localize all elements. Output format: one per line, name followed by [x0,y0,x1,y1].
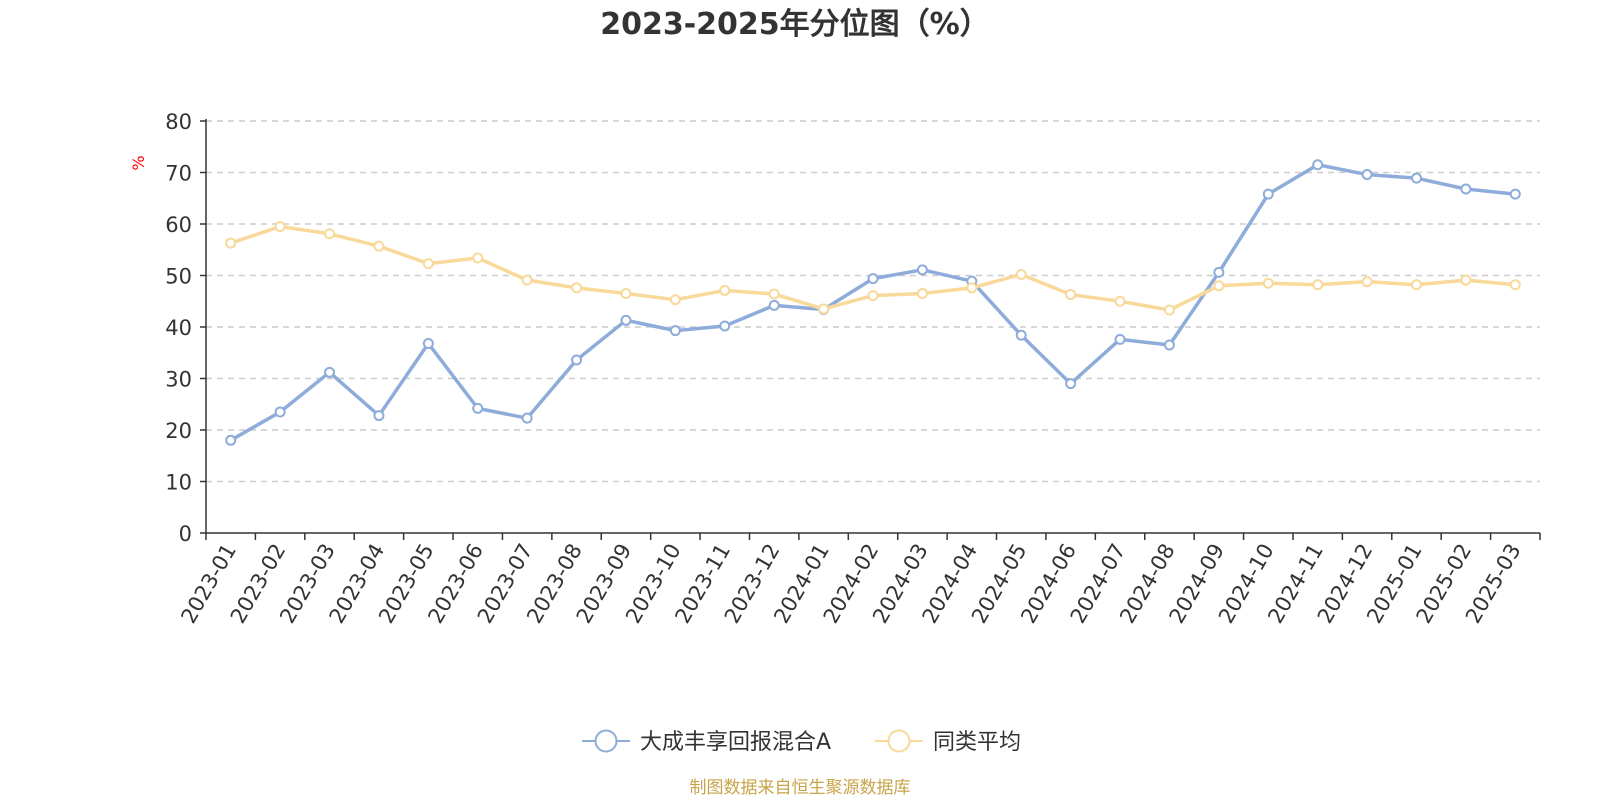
legend-label: 大成丰享回报混合A [640,730,831,755]
data-point[interactable] [1163,304,1175,316]
grid-lines [206,120,1540,483]
data-point[interactable] [225,237,237,249]
data-point[interactable] [768,288,780,300]
data-point[interactable] [1312,159,1324,171]
data-point[interactable] [1114,295,1126,307]
data-point[interactable] [1065,378,1077,390]
data-point[interactable] [225,434,237,446]
legend-item-2[interactable]: 同类平均 [875,729,1021,755]
data-point[interactable] [1015,329,1027,341]
series-lines [225,159,1521,446]
data-point[interactable] [274,221,286,233]
y-tick-label: 50 [165,265,192,289]
data-point[interactable] [422,258,434,270]
data-point[interactable] [1262,188,1274,200]
data-point[interactable] [571,354,583,366]
data-point[interactable] [1015,268,1027,280]
data-point[interactable] [867,290,879,302]
data-point[interactable] [1361,276,1373,288]
y-tick-label: 0 [179,522,192,546]
data-point[interactable] [1213,266,1225,278]
y-tick-label: 30 [165,368,192,392]
legend-marker [594,729,618,753]
y-tick-label: 60 [165,213,192,237]
data-point[interactable] [1262,277,1274,289]
chart-title: 2023-2025年分位图（%） [600,7,990,42]
data-point[interactable] [324,228,336,240]
data-point[interactable] [422,337,434,349]
series-1 [225,159,1521,446]
data-point[interactable] [472,252,484,264]
series-2 [225,221,1521,316]
y-axis-unit-label: % [129,155,148,170]
data-point[interactable] [818,303,830,315]
data-point[interactable] [1065,289,1077,301]
data-point[interactable] [1460,274,1472,286]
legend-marker [887,729,911,753]
legend[interactable]: 大成丰享回报混合A 同类平均 [582,729,1021,755]
data-point[interactable] [1163,339,1175,351]
legend-label: 同类平均 [933,730,1021,755]
data-point[interactable] [1410,172,1422,184]
y-tick-label: 10 [165,471,192,495]
axes: 010203040506070802023-012023-022023-0320… [165,110,1541,627]
data-point[interactable] [373,410,385,422]
data-point[interactable] [620,314,632,326]
data-point[interactable] [1312,279,1324,291]
data-point[interactable] [669,294,681,306]
data-point[interactable] [1213,280,1225,292]
y-tick-label: 20 [165,419,192,443]
y-tick-label: 80 [165,110,192,134]
data-point[interactable] [867,273,879,285]
data-point[interactable] [324,366,336,378]
data-point[interactable] [521,274,533,286]
data-point[interactable] [719,320,731,332]
y-tick-label: 40 [165,316,192,340]
data-point[interactable] [373,240,385,252]
data-source-note: 制图数据来自恒生聚源数据库 [690,778,911,798]
data-point[interactable] [274,406,286,418]
data-point[interactable] [916,264,928,276]
data-point[interactable] [620,288,632,300]
data-point[interactable] [1509,188,1521,200]
y-tick-label: 70 [165,162,192,186]
data-point[interactable] [1410,279,1422,291]
data-point[interactable] [768,299,780,311]
data-point[interactable] [669,325,681,337]
data-point[interactable] [571,282,583,294]
data-point[interactable] [1114,333,1126,345]
data-point[interactable] [521,412,533,424]
data-point[interactable] [719,284,731,296]
data-point[interactable] [1509,279,1521,291]
data-point[interactable] [916,288,928,300]
data-point[interactable] [1361,169,1373,181]
data-point[interactable] [1460,183,1472,195]
legend-item-1[interactable]: 大成丰享回报混合A [582,729,831,755]
series-line [228,163,1518,443]
data-point[interactable] [472,402,484,414]
data-point[interactable] [966,282,978,294]
